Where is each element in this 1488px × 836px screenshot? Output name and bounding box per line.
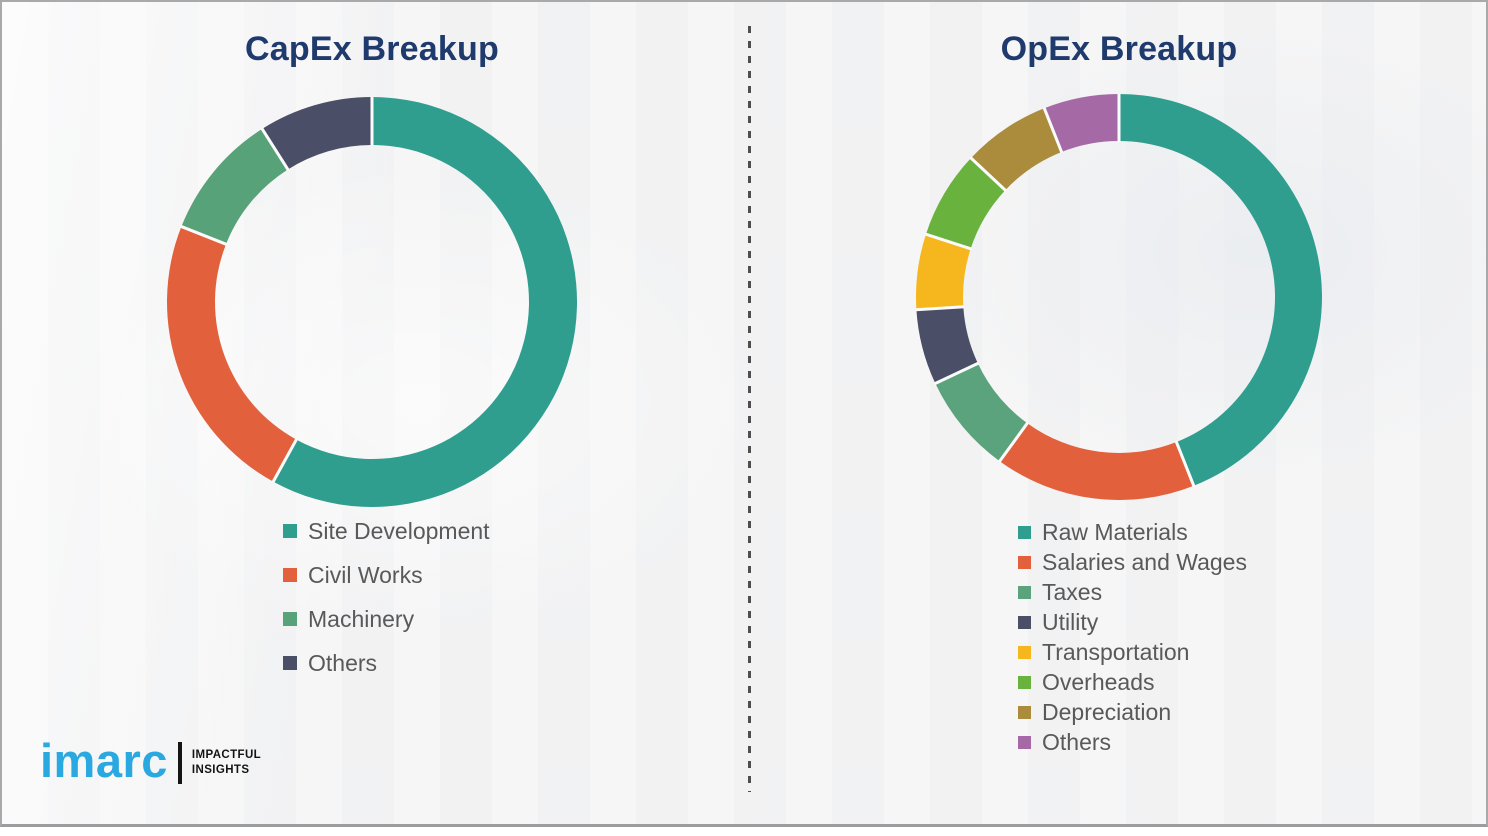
legend-item: Civil Works bbox=[283, 553, 490, 597]
legend-item: Overheads bbox=[1018, 667, 1247, 697]
donut-slice bbox=[1119, 94, 1322, 486]
imarc-logo: imarc IMPACTFUL INSIGHTS bbox=[40, 737, 261, 784]
opex-legend: Raw Materials Salaries and Wages Taxes U… bbox=[1018, 517, 1247, 757]
donut-slice bbox=[273, 97, 577, 507]
legend-item: Raw Materials bbox=[1018, 517, 1247, 547]
legend-label: Depreciation bbox=[1042, 698, 1172, 725]
capex-chart-title: CapEx Breakup bbox=[245, 30, 499, 68]
legend-label: Others bbox=[1042, 728, 1112, 755]
opex-donut-chart bbox=[916, 94, 1322, 500]
logo-tagline: IMPACTFUL INSIGHTS bbox=[192, 748, 261, 778]
legend-label: Raw Materials bbox=[1042, 518, 1188, 545]
legend-label: Machinery bbox=[308, 605, 415, 632]
legend-label: Salaries and Wages bbox=[1042, 548, 1247, 575]
slice-separator bbox=[179, 224, 228, 246]
legend-label: Site Development bbox=[308, 517, 490, 544]
legend-color-swatch bbox=[1018, 705, 1031, 719]
donut-slice bbox=[1044, 94, 1119, 152]
legend-color-swatch bbox=[283, 568, 297, 582]
legend-color-swatch bbox=[1018, 735, 1031, 749]
slice-separator bbox=[1174, 440, 1196, 488]
legend-item: Salaries and Wages bbox=[1018, 547, 1247, 577]
legend-color-swatch bbox=[1018, 645, 1031, 659]
donut-slice bbox=[999, 423, 1194, 500]
legend-item: Taxes bbox=[1018, 577, 1247, 607]
donut-slice bbox=[925, 158, 1006, 249]
logo-tagline-line1: IMPACTFUL bbox=[191, 748, 262, 761]
dashed-divider bbox=[748, 26, 751, 792]
legend-item: Others bbox=[1018, 727, 1247, 757]
slice-separator bbox=[1042, 106, 1064, 154]
legend-color-swatch bbox=[1018, 585, 1031, 599]
capex-legend: Site Development Civil Works Machinery O… bbox=[283, 509, 490, 685]
legend-label: Taxes bbox=[1042, 578, 1103, 605]
slice-separator bbox=[916, 305, 965, 312]
donut-slice bbox=[181, 128, 288, 245]
legend-item: Others bbox=[283, 641, 490, 685]
legend-color-swatch bbox=[283, 612, 297, 626]
legend-item: Depreciation bbox=[1018, 697, 1247, 727]
legend-item: Transportation bbox=[1018, 637, 1247, 667]
donut-slice bbox=[167, 226, 297, 482]
legend-label: Others bbox=[308, 649, 378, 676]
legend-color-swatch bbox=[1018, 555, 1031, 569]
slice-separator bbox=[260, 127, 290, 172]
slice-separator bbox=[997, 421, 1030, 463]
capex-donut-chart bbox=[167, 97, 577, 507]
slice-separator bbox=[924, 232, 973, 251]
donut-slice bbox=[262, 97, 372, 170]
logo-divider-bar bbox=[177, 741, 182, 784]
opex-chart-title: OpEx Breakup bbox=[1000, 30, 1238, 68]
slice-separator bbox=[271, 437, 299, 484]
imarc-logo-wordmark: imarc bbox=[40, 734, 168, 787]
donut-slice bbox=[935, 363, 1028, 462]
legend-color-swatch bbox=[1018, 525, 1031, 539]
slice-separator bbox=[969, 156, 1008, 192]
legend-label: Civil Works bbox=[308, 561, 423, 588]
legend-label: Utility bbox=[1042, 608, 1099, 635]
donut-slice bbox=[916, 306, 978, 384]
legend-color-swatch bbox=[1018, 675, 1031, 689]
legend-item: Utility bbox=[1018, 607, 1247, 637]
legend-color-swatch bbox=[283, 524, 297, 538]
donut-slice bbox=[971, 108, 1062, 191]
donut-slice bbox=[916, 234, 971, 310]
legend-color-swatch bbox=[283, 656, 297, 670]
legend-label: Transportation bbox=[1042, 638, 1190, 665]
logo-tagline-line2: INSIGHTS bbox=[191, 763, 250, 776]
legend-item: Site Development bbox=[283, 509, 490, 553]
legend-item: Machinery bbox=[283, 597, 490, 641]
slice-separator bbox=[933, 361, 980, 386]
legend-label: Overheads bbox=[1042, 668, 1155, 695]
legend-color-swatch bbox=[1018, 615, 1031, 629]
